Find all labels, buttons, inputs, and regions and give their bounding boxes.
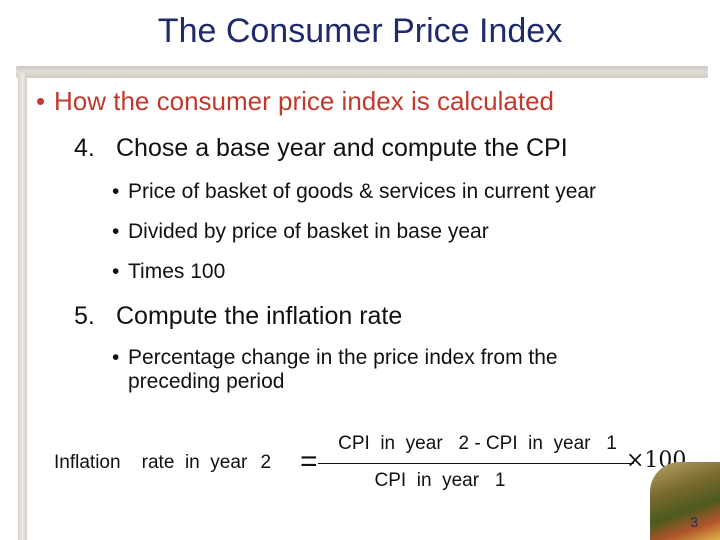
main-bullet: • How the consumer price index is calcula…	[36, 86, 554, 117]
item-number: 4.	[74, 134, 95, 162]
sub-bullet: • Price of basket of goods & services in …	[112, 180, 596, 204]
sub-bullet: • Divided by price of basket in base year	[112, 220, 489, 244]
formula-lhs: Inflation rate in year 2	[54, 452, 271, 474]
decorative-frame-top	[16, 66, 708, 78]
inflation-formula: Inflation rate in year 2 = CPI in year 2…	[50, 430, 700, 500]
formula-lhs-text: Inflation rate in year	[54, 452, 248, 473]
fraction-bar	[318, 463, 634, 464]
sub-bullet-continuation: preceding period	[128, 370, 285, 393]
sub-bullet-text: Percentage change in the price index fro…	[128, 346, 558, 369]
item-text: Compute the inflation rate	[116, 302, 403, 330]
food-photo-decoration	[650, 462, 720, 540]
bullet-dot-icon: •	[112, 180, 120, 203]
sub-bullet: • Times 100	[112, 260, 225, 284]
slide-title: The Consumer Price Index	[157, 12, 563, 50]
sub-bullet-text: Price of basket of goods & services in c…	[128, 180, 597, 203]
bullet-dot-icon: •	[112, 260, 120, 283]
main-bullet-text: How the consumer price index is calculat…	[54, 86, 555, 116]
formula-lhs-year: 2	[260, 452, 272, 473]
formula-denominator: CPI in year 1	[374, 470, 506, 491]
bullet-dot-icon: •	[112, 346, 120, 369]
item-number: 5.	[74, 302, 95, 330]
bullet-dot-icon: •	[36, 86, 46, 116]
sub-bullet-text: Times 100	[128, 260, 226, 283]
sub-bullet: • Percentage change in the price index fr…	[112, 346, 558, 394]
decorative-frame-left	[18, 72, 27, 540]
numbered-item-4: 4. Chose a base year and compute the CPI	[74, 134, 568, 163]
numbered-item-5: 5. Compute the inflation rate	[74, 302, 402, 331]
item-text: Chose a base year and compute the CPI	[116, 134, 568, 162]
formula-numerator: CPI in year 2 - CPI in year 1	[338, 433, 617, 454]
formula-equals: =	[300, 445, 318, 478]
bullet-dot-icon: •	[112, 220, 120, 243]
sub-bullet-text: Divided by price of basket in base year	[128, 220, 489, 243]
page-number: 3	[690, 514, 698, 530]
